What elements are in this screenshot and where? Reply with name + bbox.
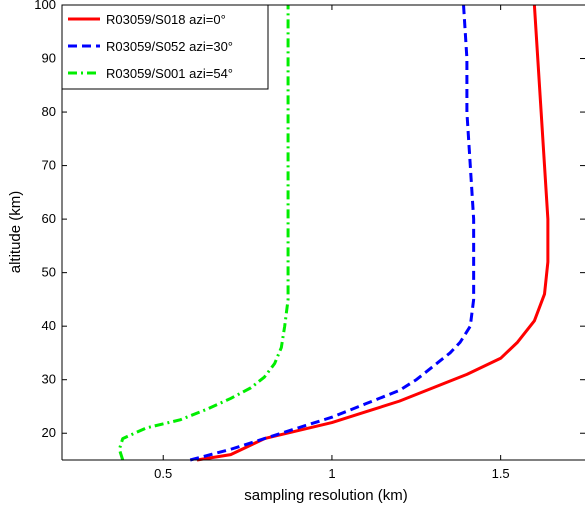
series-line-1 <box>189 4 476 462</box>
legend-label-1: R03059/S052 azi=30° <box>106 39 233 54</box>
legend-label-2: R03059/S001 azi=54° <box>106 66 233 81</box>
y-axis-label: altitude (km) <box>7 191 24 274</box>
legend: R03059/S018 azi=0° R03059/S052 azi=30° R… <box>61 4 269 90</box>
y-tick-label-3: 50 <box>42 265 56 280</box>
y-tick-label-6: 80 <box>42 104 56 119</box>
y-tick-label-0: 20 <box>42 425 56 440</box>
x-tick-label-1: 1 <box>328 466 335 481</box>
x-tick-label-0: 0.5 <box>154 466 172 481</box>
series-line-0 <box>196 4 550 462</box>
y-tick-label-1: 30 <box>42 372 56 387</box>
y-tick-label-4: 60 <box>42 211 56 226</box>
y-tick-label-8: 100 <box>34 0 56 12</box>
series-layer <box>117 4 550 462</box>
y-tick-label-7: 90 <box>42 51 56 66</box>
x-tick-label-2: 1.5 <box>492 466 510 481</box>
series-line-2 <box>117 5 290 461</box>
y-tick-label-2: 40 <box>42 318 56 333</box>
y-tick-label-5: 70 <box>42 158 56 173</box>
ticks-layer: 0.5 1 1.5 20 30 40 50 60 70 80 90 100 <box>34 0 585 481</box>
x-axis-label: sampling resolution (km) <box>244 487 407 504</box>
legend-label-0: R03059/S018 azi=0° <box>106 12 226 27</box>
